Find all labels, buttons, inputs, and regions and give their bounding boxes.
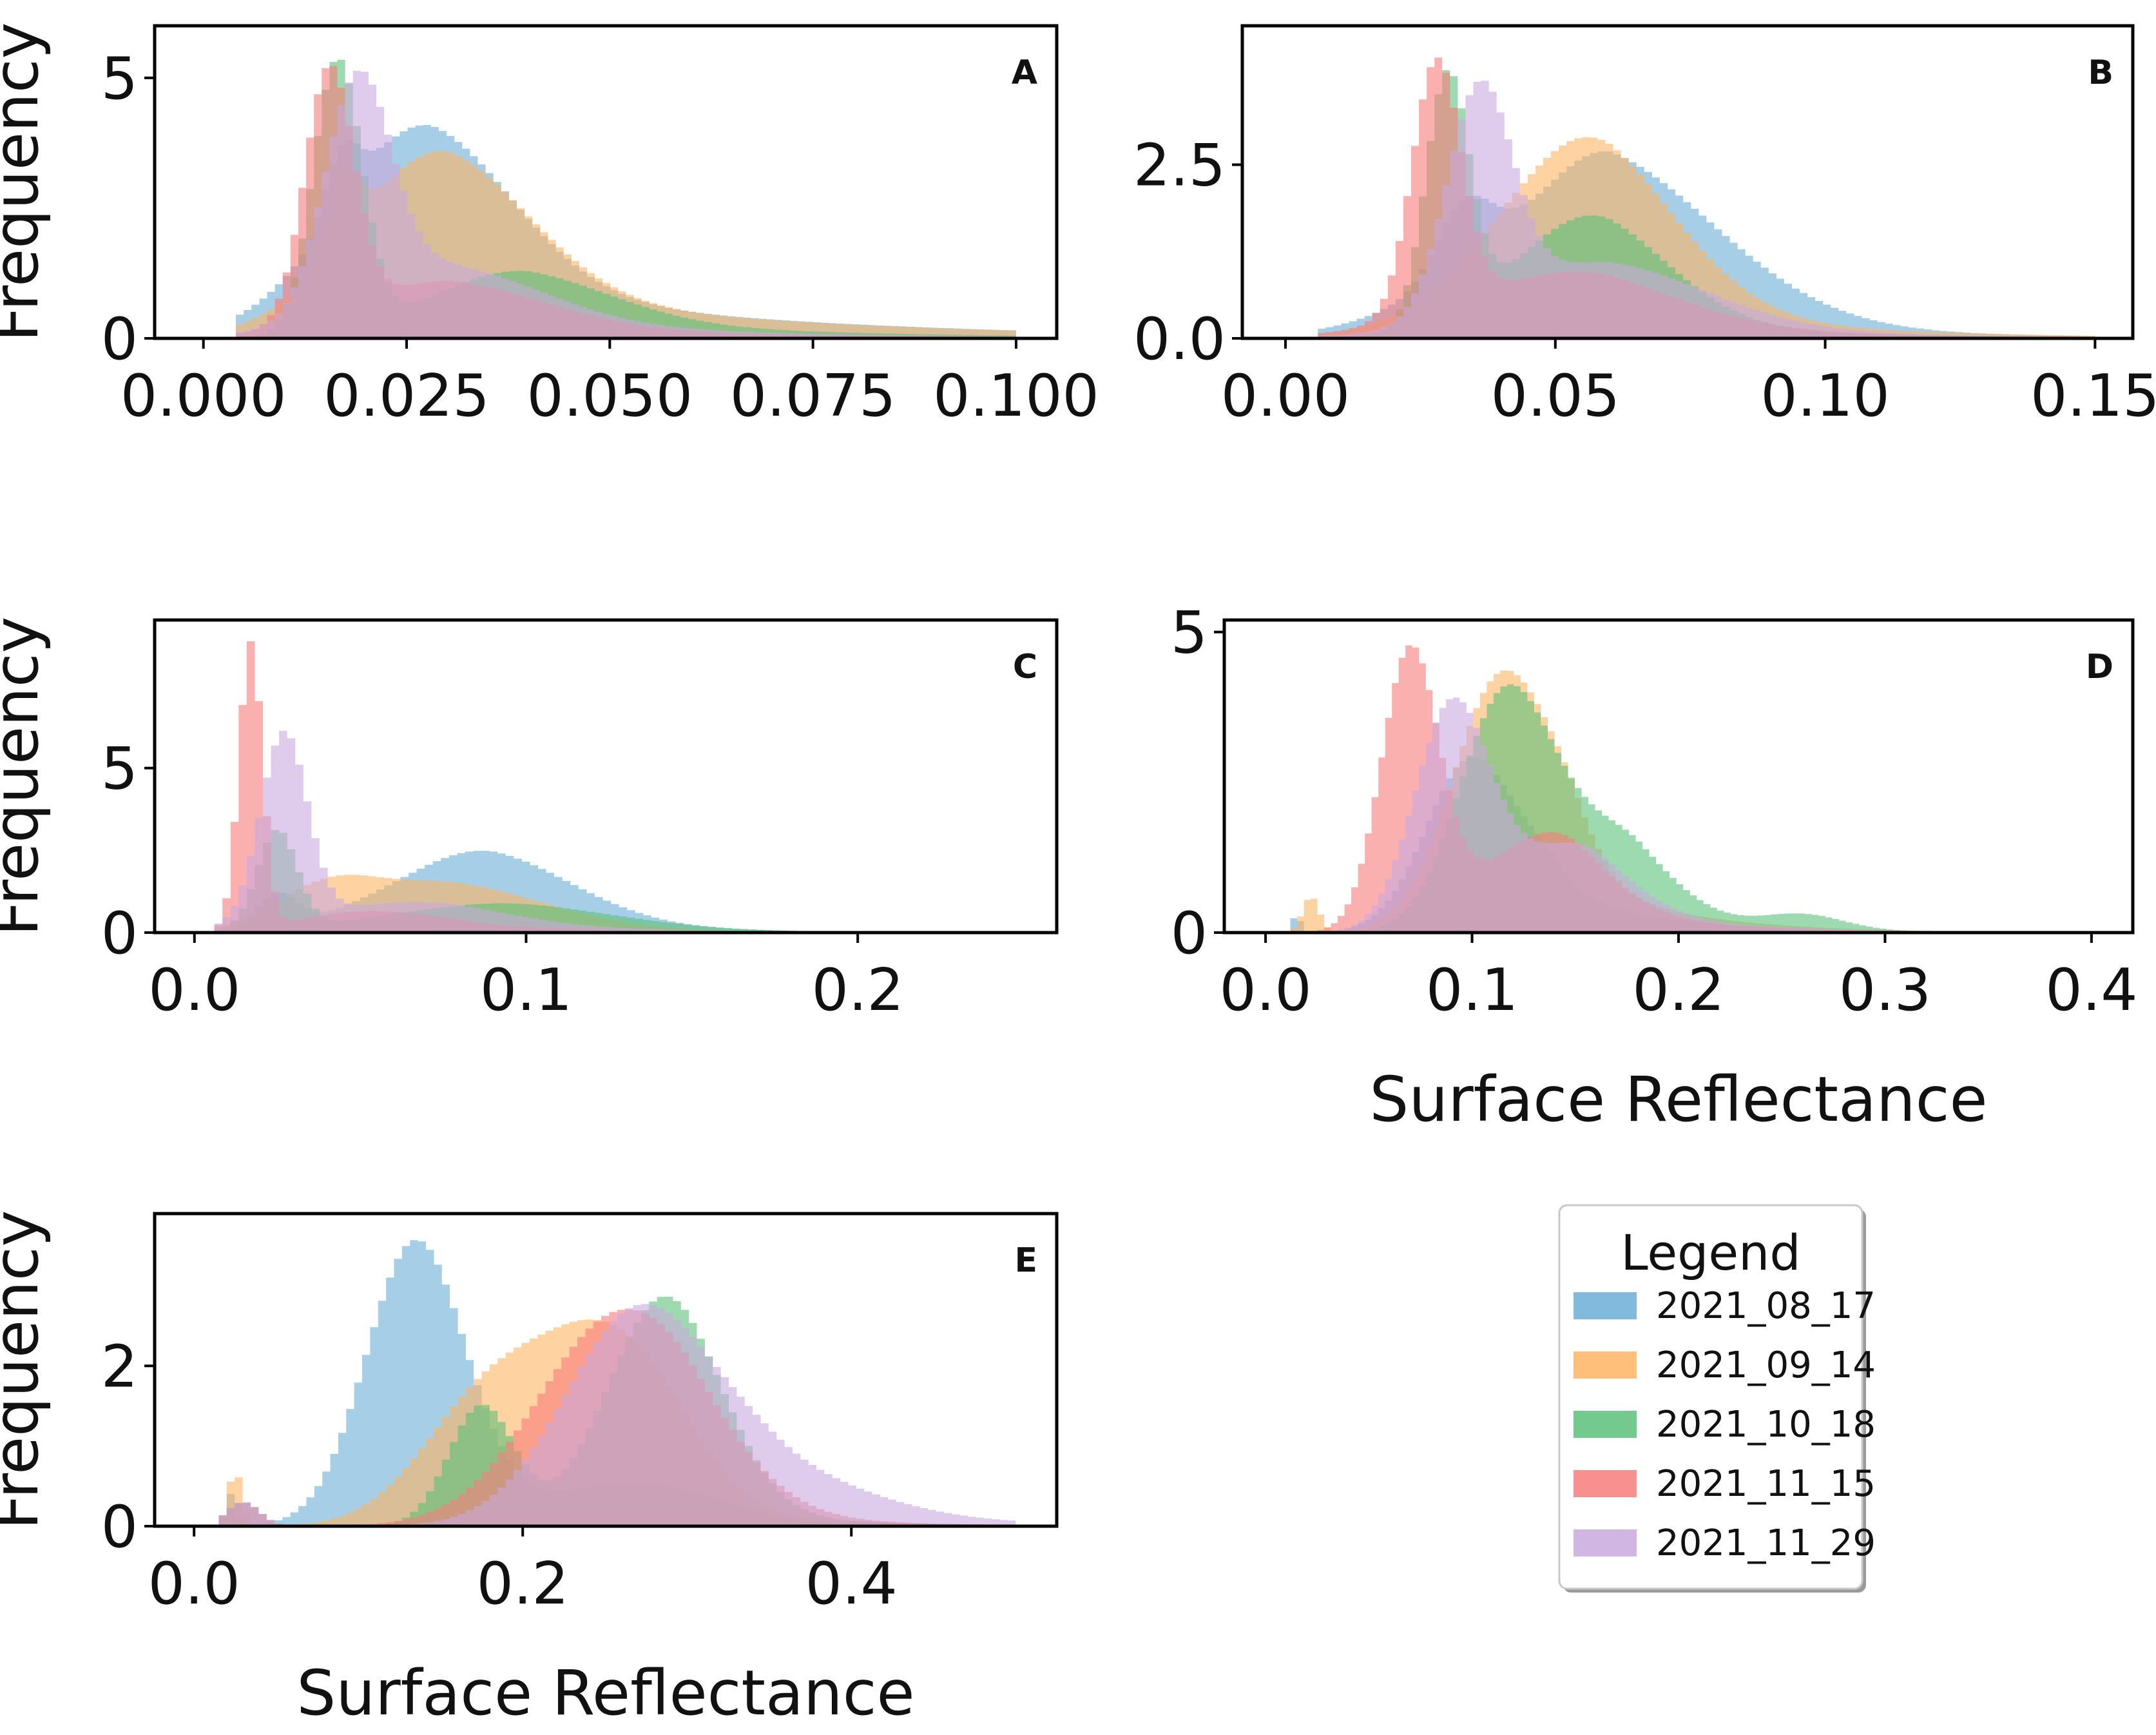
x-tick-label: 0.05: [1491, 362, 1620, 430]
x-tick-label: 0.3: [1839, 956, 1931, 1024]
x-tick-label: 0.4: [2045, 956, 2137, 1024]
legend-swatch: [1574, 1352, 1637, 1379]
legend-title: Legend: [1621, 1224, 1800, 1281]
x-tick-label: 0.0: [148, 1550, 240, 1618]
plot-frame: [1240, 24, 2135, 340]
legend-swatch: [1574, 1529, 1637, 1556]
y-tick-label: 0: [1171, 900, 1208, 967]
x-tick-label: 0.10: [1760, 362, 1889, 430]
y-tick-label: 5: [101, 45, 138, 113]
legend-swatch: [1574, 1411, 1637, 1438]
histogram-series-2021_11_29: [214, 731, 1024, 933]
legend-entry-label: 2021_10_18: [1656, 1404, 1876, 1446]
x-tick-label: 0.000: [120, 362, 287, 430]
y-tick-label: 0.0: [1133, 305, 1226, 373]
y-axis-label: Frequency: [0, 23, 52, 342]
panel-letter: A: [1012, 53, 1037, 92]
y-tick-label: 5: [1171, 599, 1208, 667]
x-tick-label: 0.15: [2030, 362, 2156, 430]
x-tick-label: 0.2: [812, 956, 904, 1024]
y-tick-label: 0: [101, 305, 138, 373]
y-axis-label: Frequency: [0, 1210, 52, 1530]
plot-frame: [153, 24, 1059, 340]
x-tick-label: 0.0: [148, 956, 240, 1024]
panel-letter: E: [1014, 1241, 1037, 1280]
y-tick-label: 5: [101, 735, 138, 803]
x-tick-label: 0.2: [477, 1550, 569, 1618]
legend-entry-label: 2021_08_17: [1656, 1285, 1876, 1327]
x-tick-label: 0.2: [1632, 956, 1724, 1024]
x-tick-label: 0.0: [1220, 956, 1312, 1024]
x-tick-label: 0.075: [730, 362, 896, 430]
panel-letter: D: [2086, 648, 2113, 686]
x-tick-label: 0.1: [480, 956, 572, 1024]
legend-entry-label: 2021_11_29: [1656, 1522, 1876, 1564]
x-tick-label: 0.00: [1221, 362, 1350, 430]
y-tick-label: 0: [101, 1493, 138, 1561]
plot-frame: [153, 1212, 1059, 1528]
legend-swatch: [1574, 1292, 1637, 1319]
histogram-series-2021_11_29: [1318, 81, 2095, 339]
y-tick-label: 2.5: [1133, 132, 1226, 200]
x-axis-label: Surface Reflectance: [296, 1657, 914, 1729]
histogram-series-2021_11_15: [1318, 57, 2095, 339]
histogram-series-2021_11_29: [218, 1304, 1016, 1526]
panel-letter: B: [2088, 53, 2113, 92]
x-tick-label: 0.4: [805, 1550, 898, 1618]
panel-d: 0.0 0.1 0.2 0.3 0.4 0 5 D Surface Reflectance: [1171, 599, 2138, 1136]
legend-entry-label: 2021_09_14: [1656, 1344, 1876, 1386]
y-tick-label: 0: [101, 900, 138, 967]
legend-swatch: [1574, 1470, 1637, 1497]
x-tick-label: 0.050: [526, 362, 693, 430]
histogram-series-2021_11_29: [236, 70, 1016, 339]
x-tick-label: 0.1: [1426, 956, 1518, 1024]
x-axis-label: Surface Reflectance: [1369, 1063, 1987, 1136]
panel-letter: C: [1013, 648, 1037, 686]
x-tick-label: 0.100: [933, 362, 1099, 430]
y-tick-label: 2: [101, 1333, 138, 1401]
histogram-series-2021_11_29: [1290, 697, 1968, 933]
y-axis-label: Frequency: [0, 617, 52, 936]
plot-frame: [153, 618, 1059, 935]
panel-b: 0.00 0.05 0.10 0.15 0.0 2.5 B: [1133, 24, 2156, 430]
histogram-series-2021_08_17: [218, 1240, 1016, 1526]
panel-c: 0.0 0.1 0.2 0 5 C Frequency: [0, 617, 1059, 1024]
panel-a: 0.000 0.025 0.050 0.075 0.100 0 5 A Frequency: [0, 23, 1099, 430]
panel-e: 0.0 0.2 0.4 0 2 E Frequency Surface Reflectance: [0, 1210, 1059, 1729]
x-tick-label: 0.025: [323, 362, 490, 430]
legend-entry-label: 2021_11_15: [1656, 1463, 1876, 1505]
